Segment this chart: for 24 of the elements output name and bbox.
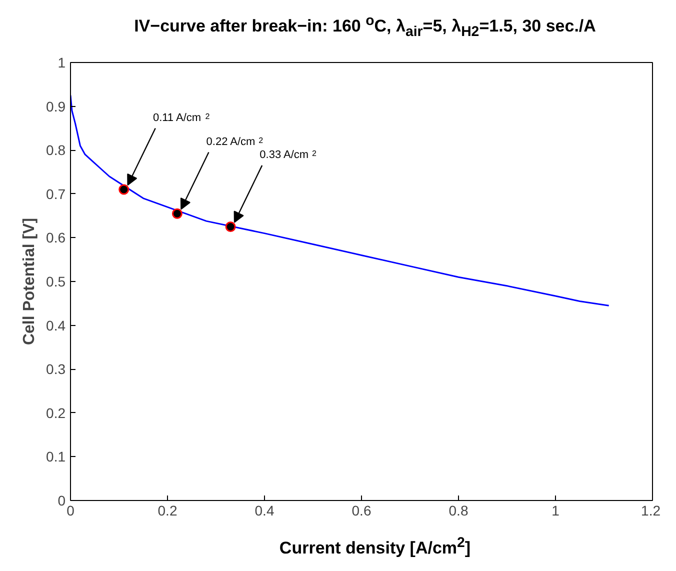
y-tick-label: 1 <box>58 54 66 70</box>
point <box>225 222 236 232</box>
y-tick-label: 0.7 <box>46 186 66 202</box>
y-tick-label: 0.9 <box>46 98 66 114</box>
x-tick-label: 0.2 <box>158 502 178 518</box>
y-tick-label: 0.1 <box>46 448 66 465</box>
y-tick-label: 0.5 <box>46 274 66 290</box>
point <box>118 184 130 195</box>
chart-title: IV−curve after break−in: 160 $^{o}$C, λ$_{air}$=5, λ$_{H2}$=1.5, 30 sec./A <box>133 13 597 40</box>
y-tick-label: 0.3 <box>46 361 66 378</box>
y-tick-label: 0.6 <box>46 230 66 246</box>
x-axis-title: Current density [A/cm$^{2}$] <box>278 535 472 559</box>
x-tick-label: 1 <box>552 502 560 518</box>
x-tick-label: 0.6 <box>352 502 372 518</box>
x-tick-label: 0.4 <box>254 502 274 518</box>
y-tick-label: 0.8 <box>46 142 66 158</box>
x-tick-label: 0.8 <box>448 502 468 518</box>
y-tick-label: 0.4 <box>46 317 66 334</box>
point <box>172 208 182 219</box>
y-tick-label: 0 <box>58 492 66 508</box>
y-tick-label: 0.2 <box>46 404 66 421</box>
x-tick-label: 1.2 <box>641 502 661 518</box>
y-axis-title: Cell Potential [V] <box>21 218 38 346</box>
line-series <box>70 94 610 306</box>
